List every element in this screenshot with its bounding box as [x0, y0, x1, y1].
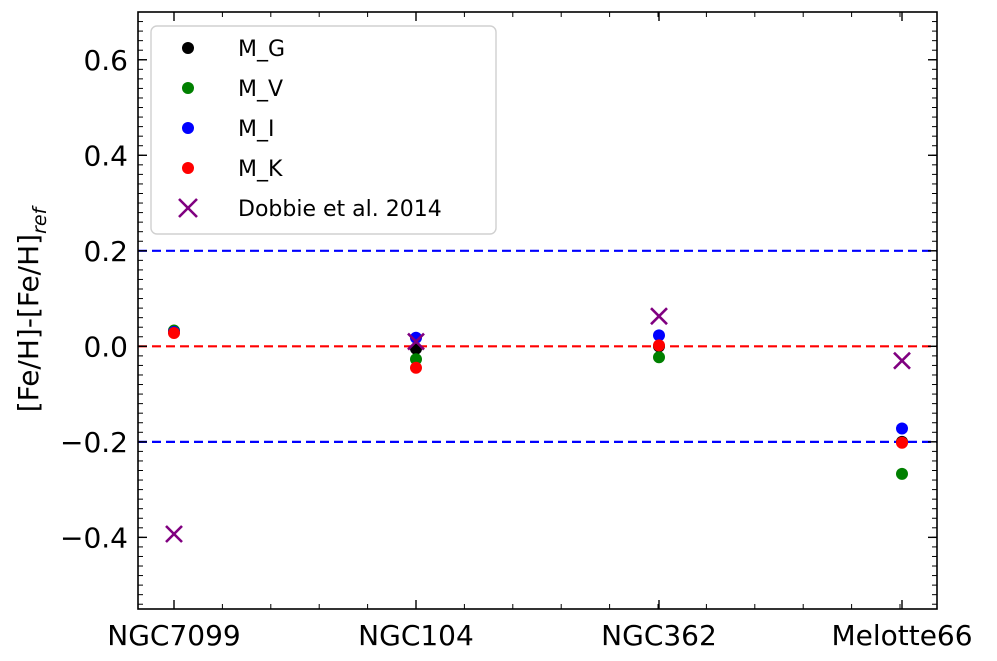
- legend-marker-m-g: [182, 42, 194, 54]
- legend-box: [150, 25, 497, 235]
- legend-marker-m-v: [182, 82, 194, 94]
- y-axis-label: [Fe/H]-[Fe/H]ref: [12, 204, 51, 412]
- point-m-k-ngc362: [653, 339, 665, 352]
- point-m-k-melotte66: [896, 436, 908, 449]
- point-m-v-ngc104: [410, 353, 422, 366]
- point-dobbie-et-al-2014-ngc362: [650, 307, 668, 326]
- point-m-k-ngc7099: [168, 326, 180, 339]
- point-dobbie-et-al-2014-ngc7099: [165, 525, 183, 543]
- x-tick-label: NGC362: [601, 619, 717, 652]
- y-tick-label: −0.2: [60, 426, 128, 459]
- point-dobbie-et-al-2014-ngc7099-stroke-b: [165, 525, 183, 543]
- y-tick-label: −0.4: [60, 521, 128, 554]
- legend-label: Dobbie et al. 2014: [238, 197, 442, 222]
- legend-marker-dobbie-et-al-2014-stroke-b: [178, 198, 198, 218]
- y-ticks: −0.4 −0.2 0.0 0.2 0.4 0.6: [60, 21, 937, 605]
- y-tick-label: 0.4: [83, 139, 128, 172]
- legend-label: M_V: [238, 77, 283, 102]
- legend-label: M_K: [238, 157, 283, 182]
- point-dobbie-et-al-2014-melotte66: [893, 351, 911, 370]
- x-tick-label: NGC104: [358, 619, 474, 652]
- reference-lines: [138, 249, 937, 443]
- x-tick-label: Melotte66: [831, 619, 972, 652]
- point-m-i-ngc362: [653, 329, 665, 342]
- x-tick-label: NGC7099: [107, 619, 240, 652]
- legend-label: M_G: [238, 37, 285, 62]
- data-points: [165, 307, 911, 543]
- point-m-v-ngc362: [653, 351, 665, 364]
- point-dobbie-et-al-2014-ngc362-stroke-b: [650, 307, 668, 326]
- y-tick-label: 0.2: [83, 235, 128, 268]
- point-m-i-ngc104: [410, 331, 422, 344]
- y-tick-label: 0.6: [83, 44, 128, 77]
- point-m-k-ngc104: [410, 361, 422, 374]
- point-dobbie-et-al-2014-ngc104: [407, 332, 425, 351]
- legend-marker-m-k: [182, 162, 194, 174]
- point-dobbie-et-al-2014-melotte66-stroke-b: [893, 351, 911, 370]
- legend-label: M_I: [238, 117, 274, 142]
- legend-marker-dobbie-et-al-2014: [178, 198, 198, 218]
- y-tick-label: 0.0: [83, 330, 128, 363]
- legend: M_G M_V M_I M_K Dobbie et al. 2014: [150, 25, 497, 235]
- y-axis-label-sub: ref: [29, 204, 51, 234]
- point-m-v-melotte66: [896, 467, 908, 480]
- x-ticks: NGC7099 NGC104 NGC362 Melotte66: [107, 12, 973, 652]
- plot-frame: [137, 11, 938, 610]
- point-dobbie-et-al-2014-ngc104-stroke-b: [407, 332, 425, 351]
- legend-marker-m-i: [182, 122, 194, 134]
- point-m-i-melotte66: [896, 422, 908, 435]
- y-axis-label-main: [Fe/H]-[Fe/H]: [12, 234, 45, 412]
